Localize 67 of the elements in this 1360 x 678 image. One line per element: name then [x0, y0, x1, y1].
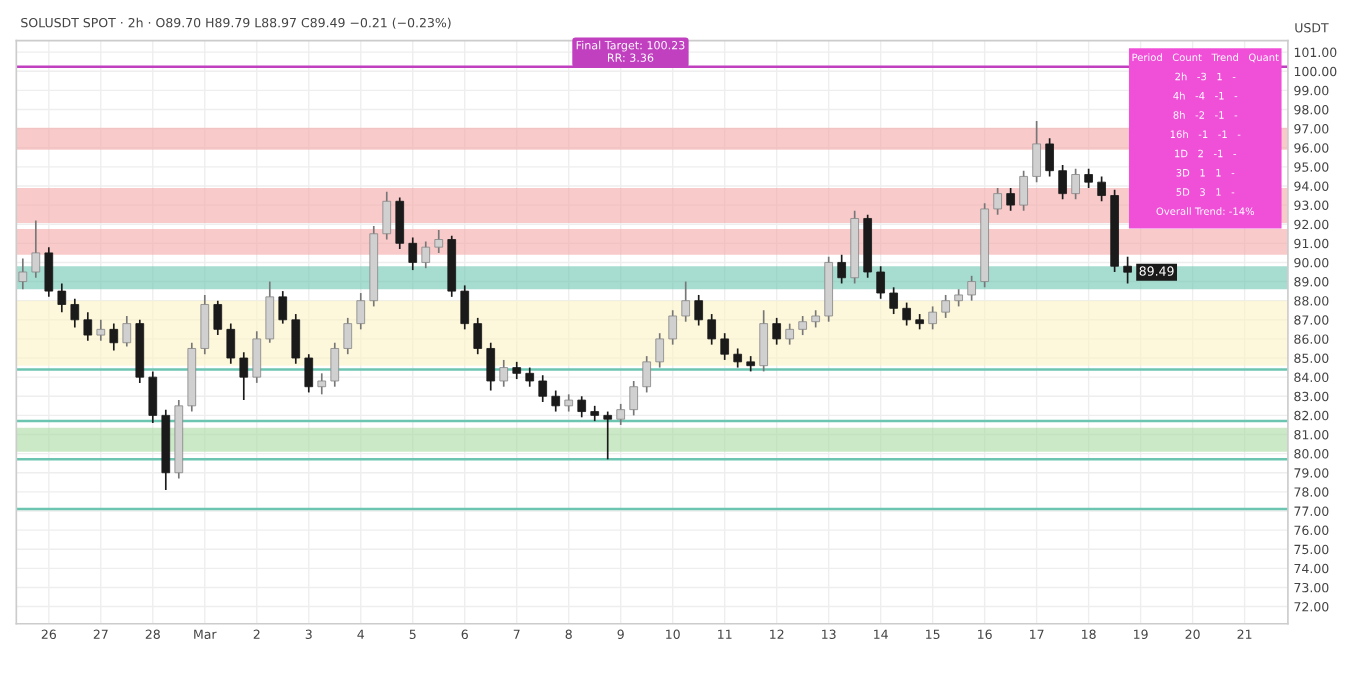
candlestick: [499, 359, 509, 388]
candlestick: [486, 341, 496, 392]
candlestick: [694, 294, 704, 327]
candlestick: [967, 274, 976, 302]
candlestick: [785, 322, 794, 346]
candlestick: [460, 284, 470, 331]
candlestick: [148, 370, 158, 424]
candlestick: [629, 380, 639, 417]
candlestick: [434, 229, 444, 254]
candlestick: [772, 317, 781, 346]
candlestick: [122, 315, 132, 348]
candlestick: [473, 317, 483, 356]
candlestick: [928, 305, 937, 331]
candlestick: [83, 311, 93, 342]
candlestick: [317, 372, 327, 396]
candlestick: [1084, 167, 1093, 189]
candlestick: [1032, 120, 1041, 183]
candlestick: [1097, 175, 1106, 203]
candlestick: [525, 366, 535, 388]
candlestick: [733, 347, 743, 369]
candlestick: [1071, 167, 1080, 201]
candlestick: [70, 297, 80, 329]
candlestick: [538, 374, 548, 403]
candlestick: [44, 246, 54, 298]
candlestick: [668, 309, 678, 346]
candlestick: [1019, 169, 1028, 212]
candlestick: [1123, 255, 1132, 285]
candlestick: [421, 240, 431, 270]
candlestick: [1058, 164, 1067, 201]
candlestick: [57, 282, 67, 313]
candlestick: [551, 389, 561, 413]
candlestick: [395, 196, 405, 250]
candlestick: [408, 236, 418, 271]
candlestick: [382, 190, 392, 241]
candlestick: [642, 355, 652, 394]
candlestick: [200, 294, 210, 356]
candlestick: [603, 410, 613, 461]
candlestick: [343, 317, 353, 356]
candlestick: [681, 280, 691, 323]
candlestick: [265, 280, 275, 344]
candlestick: [837, 253, 846, 285]
candlestick: [291, 313, 301, 365]
candlestick: [876, 265, 885, 300]
candlestick: [616, 403, 626, 426]
candlestick: [655, 332, 665, 369]
candlestick: [759, 309, 768, 373]
candlestick: [330, 341, 340, 388]
candlestick: [941, 294, 950, 319]
candlestick: [1045, 137, 1054, 178]
candlestick: [798, 315, 807, 336]
candlestick: [720, 332, 730, 361]
candlestick: [213, 299, 223, 336]
candlestick: [707, 313, 717, 346]
candlestick: [304, 353, 314, 394]
candlestick: [1006, 187, 1015, 212]
candlestick: [96, 318, 106, 342]
candlestick: [31, 219, 41, 279]
candlestick: [252, 330, 262, 384]
candlestick: [902, 301, 911, 327]
candlestick: [356, 292, 366, 331]
candlestick: [889, 286, 898, 315]
candlestick: [239, 351, 249, 401]
candlestick: [993, 187, 1002, 216]
candlestick: [226, 322, 236, 365]
candlestick: [577, 395, 587, 419]
candlestick: [278, 290, 288, 325]
candlestick: [109, 322, 119, 352]
